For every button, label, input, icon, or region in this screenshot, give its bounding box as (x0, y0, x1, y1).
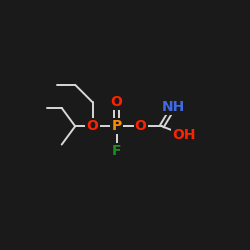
Text: OH: OH (172, 128, 196, 142)
Text: O: O (86, 119, 99, 133)
Text: NH: NH (162, 100, 185, 114)
Text: O: O (135, 119, 146, 133)
Text: O: O (111, 95, 122, 109)
Text: F: F (112, 144, 121, 158)
Text: P: P (112, 119, 122, 133)
